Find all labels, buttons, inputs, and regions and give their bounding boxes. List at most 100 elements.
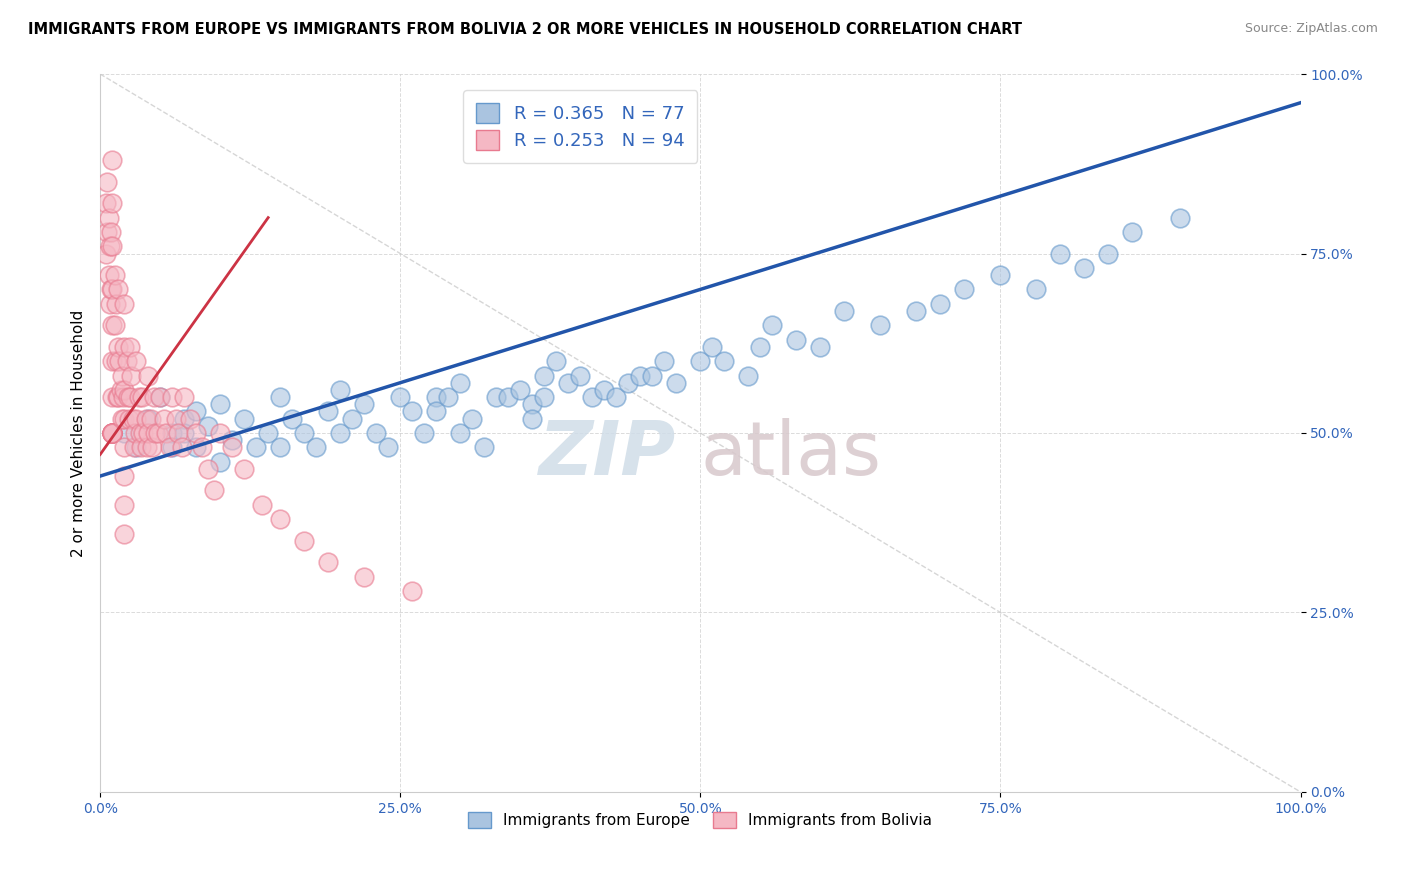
Point bbox=[929, 297, 952, 311]
Text: Source: ZipAtlas.com: Source: ZipAtlas.com bbox=[1244, 22, 1378, 36]
Point bbox=[129, 441, 152, 455]
Point bbox=[165, 411, 187, 425]
Point bbox=[101, 425, 124, 440]
Point bbox=[124, 425, 146, 440]
Point bbox=[546, 354, 568, 368]
Point bbox=[713, 354, 735, 368]
Point bbox=[121, 411, 143, 425]
Point bbox=[628, 368, 651, 383]
Point bbox=[101, 425, 124, 440]
Point bbox=[100, 225, 122, 239]
Point bbox=[136, 368, 159, 383]
Point bbox=[160, 390, 183, 404]
Point bbox=[125, 354, 148, 368]
Point bbox=[101, 425, 124, 440]
Point bbox=[136, 411, 159, 425]
Point bbox=[173, 425, 195, 440]
Point bbox=[197, 462, 219, 476]
Point bbox=[159, 441, 181, 455]
Point bbox=[389, 390, 412, 404]
Point bbox=[101, 425, 124, 440]
Point bbox=[141, 441, 163, 455]
Point bbox=[112, 297, 135, 311]
Point bbox=[107, 390, 129, 404]
Point bbox=[170, 441, 193, 455]
Point bbox=[101, 425, 124, 440]
Point bbox=[1049, 246, 1071, 260]
Point bbox=[1025, 282, 1047, 296]
Point bbox=[97, 268, 120, 282]
Point bbox=[160, 425, 183, 440]
Point bbox=[377, 441, 399, 455]
Point bbox=[101, 425, 124, 440]
Point bbox=[292, 425, 315, 440]
Point bbox=[105, 390, 128, 404]
Point bbox=[605, 390, 627, 404]
Point bbox=[112, 411, 135, 425]
Point bbox=[149, 390, 172, 404]
Point bbox=[98, 239, 121, 253]
Point bbox=[233, 411, 256, 425]
Point bbox=[94, 196, 117, 211]
Point bbox=[702, 340, 724, 354]
Point bbox=[104, 297, 127, 311]
Text: atlas: atlas bbox=[700, 418, 882, 491]
Point bbox=[1170, 211, 1192, 225]
Point bbox=[342, 411, 364, 425]
Point bbox=[107, 340, 129, 354]
Point bbox=[97, 211, 120, 225]
Point bbox=[111, 390, 134, 404]
Point bbox=[111, 411, 134, 425]
Point bbox=[179, 411, 201, 425]
Point bbox=[98, 297, 121, 311]
Point bbox=[108, 354, 131, 368]
Point bbox=[139, 411, 162, 425]
Point bbox=[233, 462, 256, 476]
Point bbox=[316, 404, 339, 418]
Point bbox=[110, 383, 132, 397]
Point bbox=[112, 383, 135, 397]
Point bbox=[665, 376, 688, 390]
Point bbox=[112, 498, 135, 512]
Point bbox=[522, 397, 544, 411]
Point bbox=[533, 368, 555, 383]
Point bbox=[173, 411, 195, 425]
Point bbox=[269, 441, 291, 455]
Point bbox=[581, 390, 603, 404]
Point bbox=[146, 425, 169, 440]
Point bbox=[136, 441, 159, 455]
Point bbox=[329, 425, 352, 440]
Point bbox=[522, 411, 544, 425]
Point bbox=[186, 425, 208, 440]
Point bbox=[617, 376, 640, 390]
Point bbox=[413, 425, 436, 440]
Point bbox=[353, 397, 375, 411]
Point bbox=[136, 425, 159, 440]
Point bbox=[173, 390, 195, 404]
Point bbox=[834, 304, 856, 318]
Point bbox=[472, 441, 495, 455]
Point bbox=[569, 368, 592, 383]
Point bbox=[120, 340, 142, 354]
Point bbox=[101, 153, 124, 168]
Point bbox=[152, 411, 174, 425]
Point bbox=[425, 404, 447, 418]
Point bbox=[209, 425, 232, 440]
Point bbox=[245, 441, 267, 455]
Point bbox=[202, 483, 225, 498]
Point bbox=[100, 282, 122, 296]
Point bbox=[101, 425, 124, 440]
Point bbox=[509, 383, 531, 397]
Point bbox=[118, 411, 141, 425]
Point bbox=[353, 569, 375, 583]
Legend: Immigrants from Europe, Immigrants from Bolivia: Immigrants from Europe, Immigrants from … bbox=[463, 806, 938, 835]
Point bbox=[785, 333, 807, 347]
Point bbox=[101, 239, 124, 253]
Point bbox=[485, 390, 508, 404]
Point bbox=[425, 390, 447, 404]
Point bbox=[953, 282, 976, 296]
Point bbox=[329, 383, 352, 397]
Point bbox=[250, 498, 273, 512]
Point bbox=[160, 441, 183, 455]
Point bbox=[652, 354, 675, 368]
